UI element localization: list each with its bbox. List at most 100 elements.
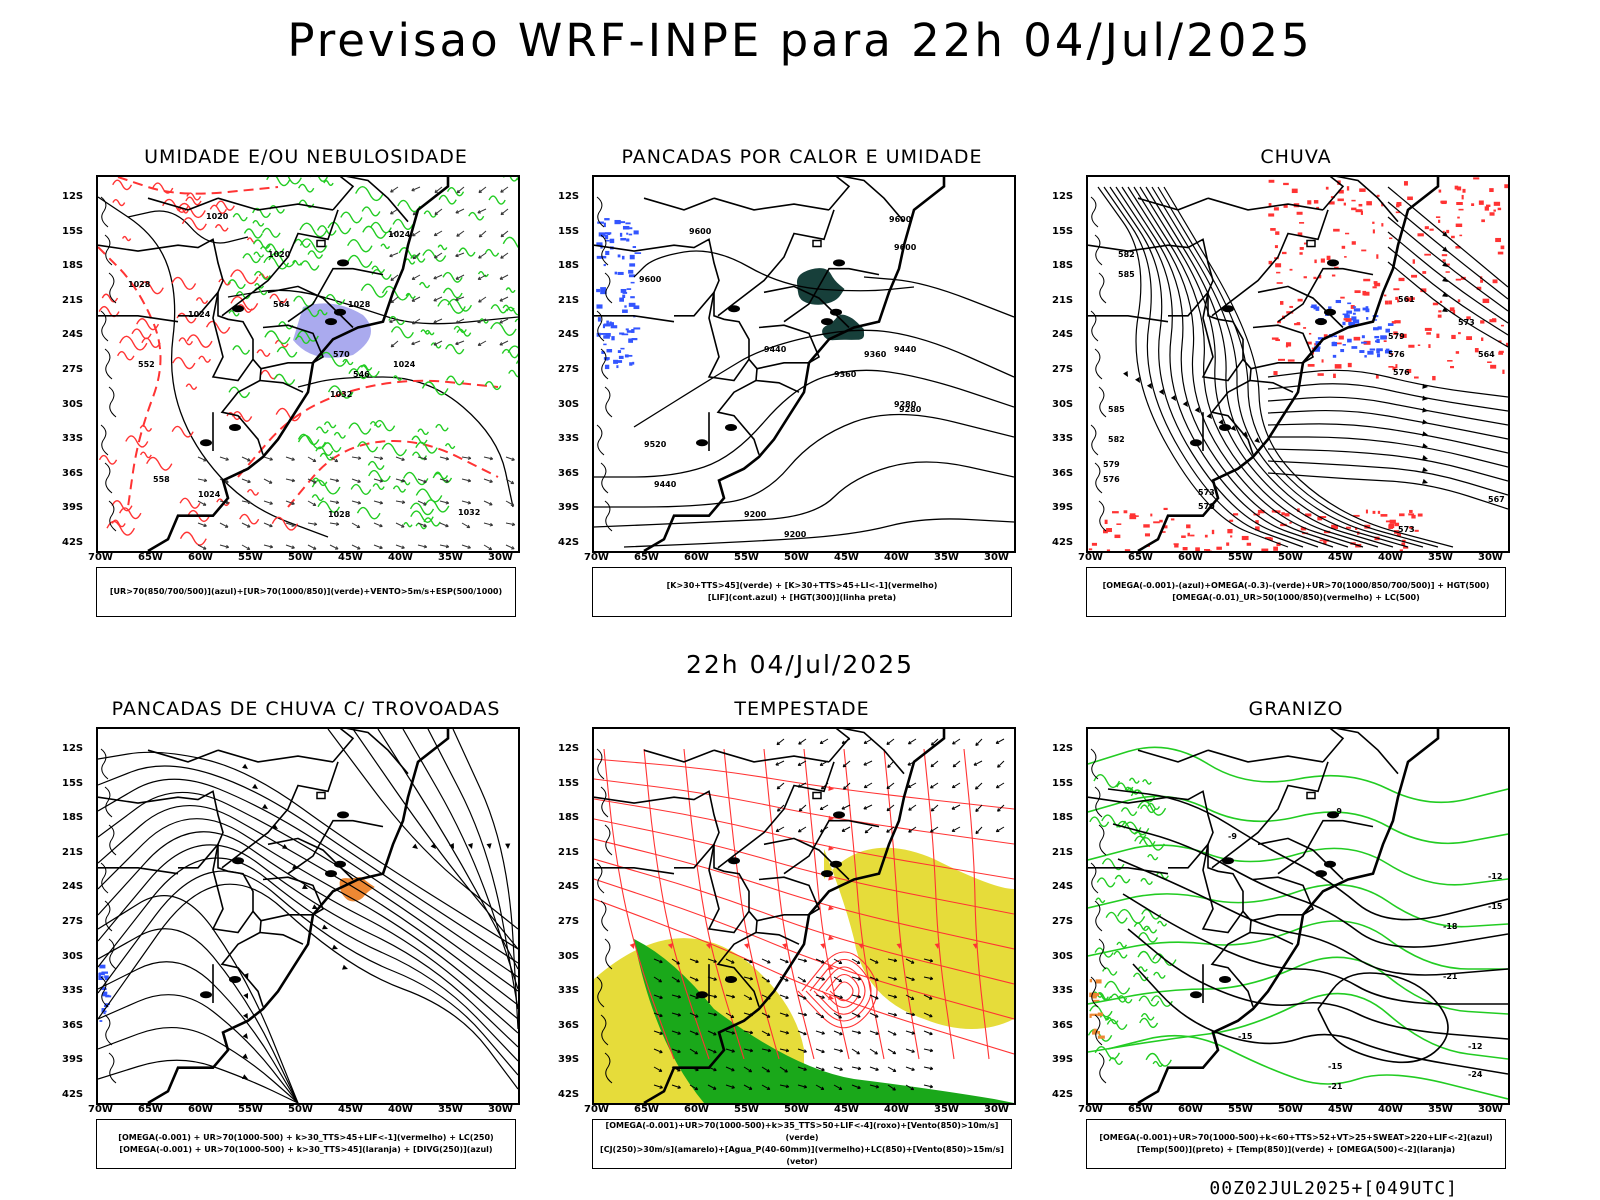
state-border — [259, 931, 304, 945]
federal-district — [812, 791, 822, 800]
state-border — [147, 197, 219, 211]
state-border — [1252, 876, 1315, 916]
relief-contour — [1098, 386, 1107, 418]
relief-contour — [1090, 310, 1099, 342]
lat-tick-label: 36S — [1052, 1019, 1074, 1031]
state-border — [1088, 315, 1169, 323]
state-border — [178, 841, 254, 934]
lon-tick-label: 45W — [834, 1104, 859, 1115]
state-border — [217, 197, 334, 211]
contour-label: 576 — [1393, 368, 1410, 377]
panel-legend: [K>30+TTS>45](verde) + [K>30+TTS>45+LI<-… — [592, 567, 1012, 617]
lon-tick-label: 60W — [684, 552, 709, 563]
coastline — [643, 729, 946, 1103]
state-border — [217, 749, 334, 763]
wind-850-green — [634, 939, 1014, 1103]
state-border — [259, 379, 304, 393]
contour-label: 9360 — [864, 350, 887, 359]
lat-tick-label: 27S — [1052, 364, 1074, 375]
lat-tick-label: 30S — [62, 398, 84, 410]
lat-tick-label: 24S — [1052, 881, 1074, 893]
lat-tick-label: 42S — [558, 1089, 580, 1100]
lat-tick-label: 18S — [558, 260, 580, 272]
federal-district — [1306, 239, 1316, 248]
k-tts-li-area-2 — [822, 314, 865, 341]
state-border — [178, 289, 254, 382]
humidity-1000-850 — [227, 177, 518, 399]
relief-contour — [104, 1014, 113, 1046]
relief-contour — [108, 500, 117, 532]
contour-label: -9 — [1228, 832, 1237, 841]
lat-tick-label: 12S — [62, 191, 84, 202]
relief-contour — [604, 1052, 613, 1084]
state-border — [594, 238, 760, 455]
relief-contour — [1090, 862, 1099, 894]
federal-district — [1306, 791, 1316, 800]
lon-tick-label: 45W — [338, 1104, 363, 1115]
state-border — [1137, 749, 1209, 763]
state-border — [758, 324, 821, 364]
lon-tick-label: 40W — [1378, 552, 1403, 563]
relief-contour — [596, 196, 605, 228]
state-border — [783, 267, 880, 323]
legend-line: [UR>70(850/700/500)](azul)+[UR>70(1000/8… — [109, 587, 503, 596]
lon-tick-label: 40W — [884, 1104, 909, 1115]
field-layer: 582 585 585 582 579 576 576 573 573 570 567 564 561 5… — [1088, 177, 1508, 551]
map-canvas: -9 -9 -12 -15 -18 -21 -15 -12 -21 -24 -15 — [1088, 729, 1508, 1103]
legend-line: [OMEGA(-0.001) + UR>70(1000-500) + k>30_… — [118, 1133, 494, 1142]
contour-label: 585 — [1118, 270, 1135, 279]
state-border — [1207, 749, 1324, 763]
contour-label: 9200 — [784, 530, 807, 539]
lat-tick-label: 24S — [62, 881, 84, 893]
lat-tick-label: 18S — [1052, 260, 1074, 272]
weather-map: 9600 9600 9600 9600 9520 9440 9440 9360 9280 9200… — [592, 175, 1016, 553]
state-border — [594, 867, 675, 875]
contour-label: 579 — [1388, 332, 1405, 341]
relief-contour — [100, 196, 109, 228]
relief-contour — [100, 748, 109, 780]
temp-850-dense — [1088, 774, 1177, 1068]
lon-tick-label: 50W — [784, 1104, 809, 1115]
relief-contour — [1094, 234, 1103, 266]
legend-line: [Temp(500)](preto) + [Temp(850)](verde) … — [1136, 1145, 1456, 1154]
streamlines-850 — [594, 748, 1014, 1060]
panel-title: PANCADAS DE CHUVA C/ TROVOADAS — [111, 698, 501, 720]
state-border — [1168, 289, 1244, 382]
contour-label: 573 — [1458, 318, 1475, 327]
lon-tick-label: 50W — [288, 1104, 313, 1115]
state-border — [260, 362, 312, 370]
lon-tick-label: 50W — [1278, 552, 1303, 563]
thickness-line — [98, 246, 162, 508]
red-contours — [98, 179, 302, 546]
lake — [821, 870, 833, 878]
lon-tick-label: 70W — [1078, 552, 1103, 563]
legend-line: [CJ(250)>30m/s](amarelo)+[Agua_P(40-60mm… — [600, 1145, 1004, 1166]
panel-legend: [OMEGA(-0.001) + UR>70(1000-500) + k>30_… — [96, 1119, 516, 1169]
lake — [1315, 318, 1327, 326]
map-canvas: 582 585 585 582 579 576 576 573 573 570 567 564 561 5… — [1088, 177, 1508, 551]
lat-tick-label: 15S — [1052, 225, 1074, 237]
lat-tick-label: 27S — [558, 916, 580, 927]
lake — [1324, 860, 1336, 868]
relief-contour — [1098, 500, 1107, 532]
lat-tick-label: 36S — [558, 467, 580, 479]
state-border — [755, 379, 800, 393]
lon-tick-label: 70W — [88, 552, 113, 563]
panel-row-timestamp: 22h 04/Jul/2025 — [685, 650, 915, 679]
lat-tick-label: 15S — [558, 777, 580, 789]
weather-map — [592, 727, 1016, 1105]
relief-contour — [604, 824, 613, 856]
legend-line: [OMEGA(-0.001)+UR>70(1000-500)+k>35_TTS>… — [605, 1121, 999, 1142]
lat-tick-label: 36S — [62, 1019, 84, 1031]
relief-contour — [600, 786, 609, 818]
lon-tick-label: 70W — [584, 1104, 609, 1115]
relief-contour — [104, 786, 113, 818]
state-border — [1137, 197, 1209, 211]
lat-tick-label: 42S — [558, 537, 580, 548]
lat-tick-label: 21S — [558, 846, 580, 858]
state-border — [260, 914, 312, 922]
contour-label: 9520 — [644, 440, 667, 449]
lake — [833, 811, 845, 819]
contour-label: 9200 — [744, 510, 767, 519]
contour-label: 567 — [1488, 495, 1505, 504]
